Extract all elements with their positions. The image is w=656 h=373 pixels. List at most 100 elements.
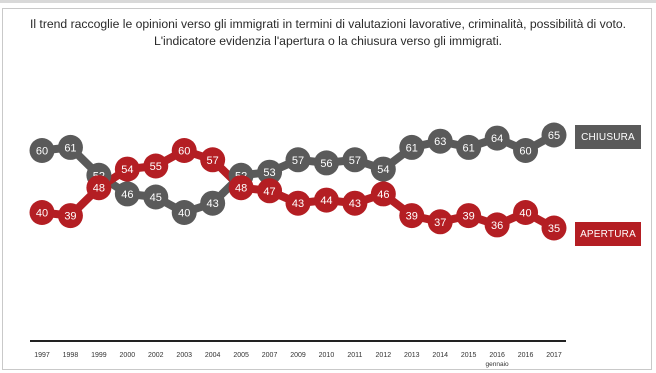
data-label-chiusura-3: 46 [121,189,133,201]
data-label-apertura-11: 43 [349,198,361,210]
data-point-apertura-4 [143,153,169,179]
data-label-chiusura-4: 45 [150,192,162,204]
x-tick-label-4: 2002 [148,352,164,359]
data-point-apertura-6 [200,147,226,173]
x-tick-label-17: 2016 [518,352,534,359]
data-label-apertura-5: 60 [178,146,190,158]
x-tick-label-1: 1998 [63,352,79,359]
data-label-chiusura-14: 63 [434,136,446,148]
x-tick-label-2: 1999 [91,352,107,359]
x-tick-label-12: 2012 [376,352,392,359]
data-point-chiusura-12 [370,156,396,182]
data-point-chiusura-18 [541,122,567,148]
data-label-apertura-7: 48 [235,183,247,195]
data-label-chiusura-8: 53 [263,167,275,179]
data-point-chiusura-4 [143,184,169,210]
data-point-chiusura-10 [313,150,339,176]
data-point-chiusura-5 [171,200,197,225]
data-label-apertura-4: 55 [150,161,162,173]
x-tick-label-15: 2015 [461,352,477,359]
x-tick-labels: 1997 1998 1999 2000 2002 2003 2004 2005 2007 2009… [34,352,562,368]
data-point-apertura-2 [86,175,112,201]
x-tick-sublabel-16: gennaio [486,361,510,368]
x-tick-label-7: 2005 [233,352,249,359]
data-point-apertura-7 [228,175,254,201]
data-point-chiusura-15 [456,134,482,160]
data-point-apertura-10 [313,187,339,213]
data-point-apertura-14 [427,209,453,235]
data-label-apertura-12: 46 [377,189,389,201]
x-tick-label-13: 2013 [404,352,420,359]
x-tick-label-8: 2007 [262,352,278,359]
data-label-chiusura-9: 57 [292,155,304,167]
x-tick-label-14: 2014 [432,352,448,359]
data-label-apertura-10: 44 [320,195,332,207]
legend-apertura: APERTURA [575,222,641,246]
data-point-apertura-13 [399,203,425,229]
data-point-apertura-8 [257,178,283,204]
data-point-apertura-0 [29,200,55,225]
data-label-chiusura-6: 43 [207,198,219,210]
top-rule [0,0,656,3]
data-point-apertura-16 [484,212,510,238]
data-label-chiusura-0: 60 [36,146,48,158]
data-label-apertura-17: 40 [519,208,531,220]
x-tick-label-0: 1997 [34,352,50,359]
x-tick-label-3: 2000 [120,352,136,359]
data-label-chiusura-5: 40 [178,208,190,220]
data-point-apertura-18 [541,215,567,241]
series-points: 6061524645404352535756575461636164606540… [29,122,567,241]
data-point-chiusura-11 [342,147,368,173]
x-tick-label-18: 2017 [546,352,562,359]
data-label-apertura-2: 48 [93,183,105,195]
data-label-apertura-14: 37 [434,217,446,229]
data-point-apertura-12 [370,181,396,207]
data-label-apertura-15: 39 [463,211,475,223]
data-label-chiusura-15: 61 [463,142,475,154]
data-label-chiusura-12: 54 [377,164,389,176]
data-point-apertura-9 [285,190,311,216]
data-point-chiusura-1 [57,134,83,160]
data-point-apertura-5 [171,138,197,163]
data-point-chiusura-17 [513,138,539,163]
data-label-chiusura-13: 61 [406,142,418,154]
data-label-chiusura-18: 65 [548,130,560,142]
x-tick-label-10: 2010 [319,352,335,359]
data-point-chiusura-14 [427,128,453,154]
data-label-apertura-9: 43 [292,198,304,210]
x-tick-label-11: 2011 [347,352,362,359]
data-point-apertura-17 [513,200,539,225]
data-label-apertura-0: 40 [36,208,48,220]
data-point-apertura-3 [114,156,140,182]
data-point-chiusura-6 [200,190,226,216]
data-label-apertura-13: 39 [406,211,418,223]
data-label-chiusura-17: 60 [519,146,531,158]
x-tick-label-5: 2003 [176,352,192,359]
data-point-apertura-11 [342,190,368,216]
data-label-chiusura-10: 56 [320,158,332,170]
data-label-apertura-16: 36 [491,220,503,232]
data-label-apertura-18: 35 [548,223,560,235]
data-point-chiusura-8 [257,159,283,185]
data-label-apertura-6: 57 [207,155,219,167]
chart-title-line-2: L'indicatore evidenzia l'apertura o la c… [153,34,503,48]
legend-chiusura: CHIUSURA [575,125,641,149]
data-label-apertura-1: 39 [64,211,76,223]
data-label-apertura-3: 54 [121,164,133,176]
data-label-chiusura-16: 64 [491,133,503,145]
data-point-chiusura-16 [484,125,510,151]
data-label-chiusura-11: 57 [349,155,361,167]
data-point-chiusura-9 [285,147,311,173]
chart-title-line-1: Il trend raccoglie le opinioni verso gli… [29,17,627,31]
data-point-chiusura-3 [114,181,140,207]
x-tick-label-16: 2016 [489,352,505,359]
data-point-chiusura-13 [399,134,425,160]
data-point-apertura-1 [57,203,83,229]
data-point-chiusura-0 [29,138,55,163]
data-label-chiusura-1: 61 [64,142,76,154]
x-tick-label-6: 2004 [205,352,221,359]
data-label-apertura-8: 47 [263,186,275,198]
data-point-apertura-15 [456,203,482,229]
x-tick-label-9: 2009 [290,352,306,359]
